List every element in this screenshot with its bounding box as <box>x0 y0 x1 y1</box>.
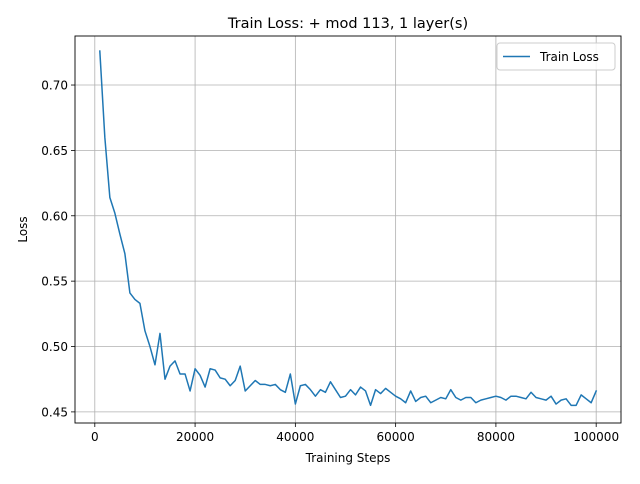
chart-title: Train Loss: + mod 113, 1 layer(s) <box>227 16 468 32</box>
x-tick-label: 80000 <box>477 430 515 444</box>
legend-box <box>496 42 616 71</box>
y-axis: 0.45 0.50 0.55 0.60 0.65 0.70 <box>41 79 75 419</box>
y-tick-label: 0.65 <box>41 144 68 158</box>
y-tick-label: 0.55 <box>41 275 68 289</box>
series-line-train-loss <box>99 50 598 407</box>
y-tick-label: 0.50 <box>41 340 68 354</box>
y-tick-label: 0.45 <box>41 405 68 419</box>
y-axis-label: Loss <box>16 216 30 242</box>
y-tick-label: 0.60 <box>41 209 68 223</box>
grid <box>75 36 621 423</box>
series-layer <box>99 50 598 407</box>
plot-frame <box>74 35 622 424</box>
x-tick-label: 40000 <box>276 430 314 444</box>
y-tick-label: 0.70 <box>41 79 68 93</box>
x-tick-label: 20000 <box>176 430 214 444</box>
x-tick-label: 100000 <box>573 430 619 444</box>
legend: Train Loss <box>496 42 616 71</box>
x-axis: 0 20000 40000 60000 80000 100000 <box>91 423 619 444</box>
legend-label-train-loss: Train Loss <box>539 50 599 64</box>
x-tick-label: 60000 <box>377 430 415 444</box>
x-axis-label: Training Steps <box>305 451 391 465</box>
x-tick-label: 0 <box>91 430 99 444</box>
